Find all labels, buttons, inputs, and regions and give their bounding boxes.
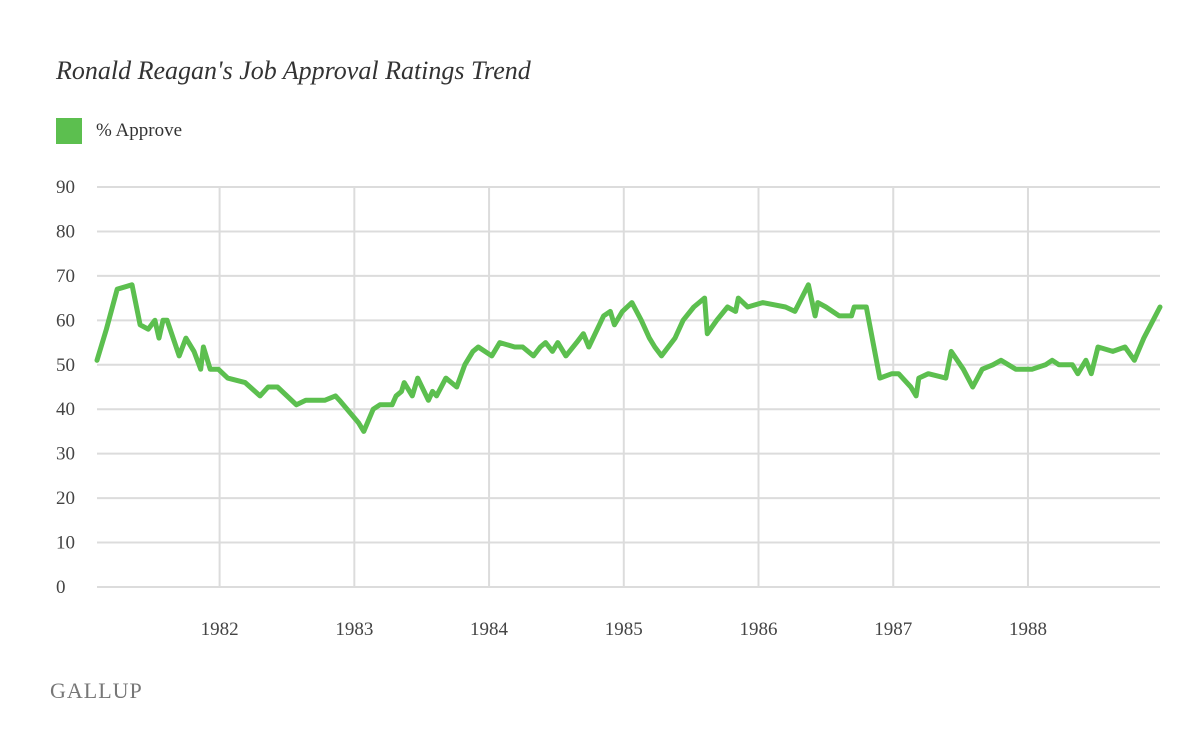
y-tick-label: 30 bbox=[56, 444, 75, 465]
x-tick-label: 1986 bbox=[740, 619, 778, 640]
x-tick-label: 1988 bbox=[1009, 619, 1047, 640]
x-tick-label: 1985 bbox=[605, 619, 643, 640]
x-tick-label: 1984 bbox=[470, 619, 509, 640]
gallup-logo: GALLUP bbox=[50, 678, 143, 703]
legend-swatch bbox=[56, 118, 82, 144]
approve-series-line bbox=[94, 282, 1163, 434]
y-tick-label: 90 bbox=[56, 177, 75, 198]
y-tick-label: 10 bbox=[56, 533, 75, 554]
x-tick-label: 1982 bbox=[201, 619, 239, 640]
y-tick-label: 80 bbox=[56, 221, 75, 242]
y-tick-label: 20 bbox=[56, 488, 75, 509]
y-tick-label: 70 bbox=[56, 266, 75, 287]
y-tick-label: 0 bbox=[56, 577, 66, 598]
x-tick-label: 1983 bbox=[335, 619, 373, 640]
x-tick-label: 1987 bbox=[874, 619, 912, 640]
y-tick-label: 50 bbox=[56, 355, 75, 376]
chart-title: Ronald Reagan's Job Approval Ratings Tre… bbox=[56, 56, 531, 85]
legend-label: % Approve bbox=[96, 120, 183, 141]
legend: % Approve bbox=[56, 118, 182, 144]
y-tick-label: 60 bbox=[56, 310, 75, 331]
y-tick-label: 40 bbox=[56, 399, 75, 420]
